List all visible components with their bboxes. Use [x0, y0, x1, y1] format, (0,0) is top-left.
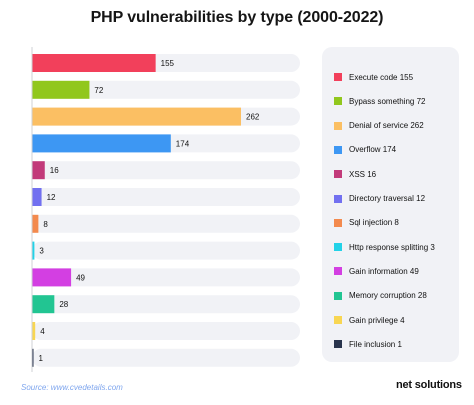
legend-item: File inclusion 1	[334, 338, 402, 350]
legend-label: Bypass something 72	[349, 96, 426, 106]
legend-label: Http response splitting 3	[349, 242, 435, 252]
legend-item: Execute code 155	[334, 71, 413, 83]
legend-label: Sql injection 8	[349, 218, 399, 228]
legend-item: Memory corruption 28	[334, 290, 427, 302]
legend-label: Gain privilege 4	[349, 315, 405, 325]
legend-item: Http response splitting 3	[334, 241, 435, 253]
legend-item: Directory traversal 12	[334, 193, 425, 205]
bar-value-label: 12	[47, 193, 56, 202]
bar-track	[32, 295, 300, 314]
legend-label: Directory traversal 12	[349, 194, 426, 203]
bar-directory-traversal	[32, 188, 42, 206]
legend-label: XSS 16	[349, 169, 377, 179]
bar-track	[32, 80, 300, 99]
legend-label: Gain information 49	[349, 266, 419, 276]
bar-value-label: 3	[39, 247, 44, 256]
bar-overflow	[32, 134, 171, 153]
legend-item: XSS 16	[334, 168, 376, 180]
legend-label: Memory corruption 28	[349, 291, 427, 301]
bar-xss	[32, 161, 45, 180]
bar-track	[32, 241, 300, 260]
bar-memory-corruption	[32, 295, 55, 314]
legend-swatch	[334, 243, 342, 252]
legend: Execute code 155 Bypass something 72 Denia…	[322, 47, 459, 362]
legend-item: Denial of service 262	[334, 120, 424, 132]
legend-item: Bypass something 72	[334, 95, 426, 107]
chart-title: PHP vulnerabilities by type (2000-2022)	[90, 9, 384, 26]
legend-swatch	[334, 97, 342, 106]
bar-execute-code	[32, 54, 156, 72]
legend-item: Gain information 49	[334, 265, 419, 277]
bar-file-inclusion	[32, 348, 34, 367]
legend-item: Sql injection 8	[334, 217, 399, 229]
legend-swatch	[334, 73, 342, 81]
legend-swatch	[334, 340, 342, 349]
bar-track	[32, 268, 300, 287]
bar-sql-injection	[32, 214, 39, 233]
bar-gain-privilege	[32, 322, 36, 340]
legend-label: Execute code 155	[349, 72, 414, 82]
bar-http-response-splitting	[32, 241, 35, 260]
bar-track	[32, 214, 300, 233]
legend-label: Denial of service 262	[349, 121, 424, 131]
bar-value-label: 262	[246, 113, 260, 122]
legend-swatch	[334, 218, 342, 227]
legend-swatch	[334, 121, 342, 130]
bar-value-label: 155	[161, 59, 175, 68]
legend-swatch	[334, 267, 342, 276]
bar-gain-information	[32, 268, 72, 287]
brand-logo: net solutions	[396, 379, 462, 391]
bar-value-label: 16	[50, 166, 59, 175]
bar-value-label: 1	[39, 354, 44, 363]
legend-item: Overflow 174	[334, 144, 396, 156]
bar-track	[32, 161, 300, 180]
bar-value-label: 4	[40, 327, 45, 336]
bar-value-label: 8	[43, 220, 48, 229]
legend-swatch	[334, 291, 342, 300]
legend-swatch	[334, 316, 342, 324]
bar-track	[32, 188, 300, 206]
legend-label: File inclusion 1	[349, 339, 402, 349]
bar-track	[32, 322, 300, 340]
bar-denial-of-service	[32, 107, 241, 126]
bar-value-label: 174	[176, 139, 190, 148]
legend-item: Gain privilege 4	[334, 314, 405, 326]
source-note: Source: www.cvedetails.com	[21, 383, 123, 392]
legend-swatch	[334, 194, 342, 203]
legend-label: Overflow 174	[349, 145, 397, 155]
legend-swatch	[334, 145, 342, 154]
bar-value-label: 28	[59, 300, 68, 309]
bar-value-label: 72	[94, 86, 103, 95]
bar-bypass-something	[32, 80, 90, 99]
bar-value-label: 49	[76, 273, 85, 282]
legend-swatch	[334, 170, 342, 179]
bar-track	[32, 348, 300, 367]
